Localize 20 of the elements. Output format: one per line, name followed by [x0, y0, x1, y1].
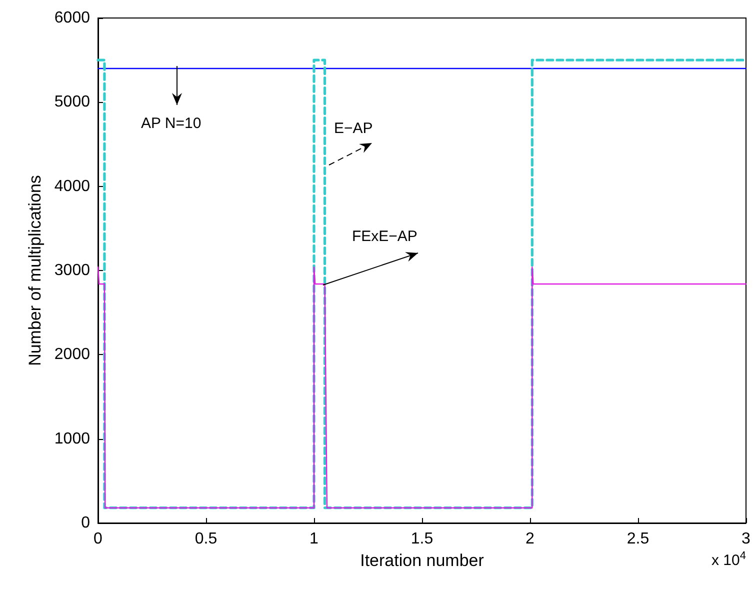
y-tick-label: 4000	[54, 178, 90, 195]
text: FExE−AP	[352, 228, 418, 245]
y-tick-label: 3000	[54, 262, 90, 279]
x-tick-label: 2	[526, 530, 535, 548]
series-label: E−AP	[334, 120, 373, 137]
y-tick-label: 5000	[54, 94, 90, 111]
y-tick-label: 1000	[54, 430, 90, 448]
x-tick-label: 1	[310, 530, 319, 548]
x-tick-label: 1.5	[410, 530, 434, 548]
x-tick-label: 2.5	[626, 530, 650, 548]
x-tick-label: 0.5	[194, 530, 218, 548]
x-tick-label: 3	[742, 530, 751, 548]
text: x 10$^{4}$	[712, 550, 746, 569]
text: AP N=10	[141, 115, 202, 132]
x-axis-title: Iteration number	[360, 550, 484, 570]
y-tick-label: 0	[81, 514, 90, 532]
x-tick-label: 0	[94, 530, 103, 548]
y-axis-title: Number of multiplications	[26, 175, 45, 366]
y-tick-label: 6000	[54, 10, 90, 26]
y-tick-label: 2000	[54, 346, 90, 364]
